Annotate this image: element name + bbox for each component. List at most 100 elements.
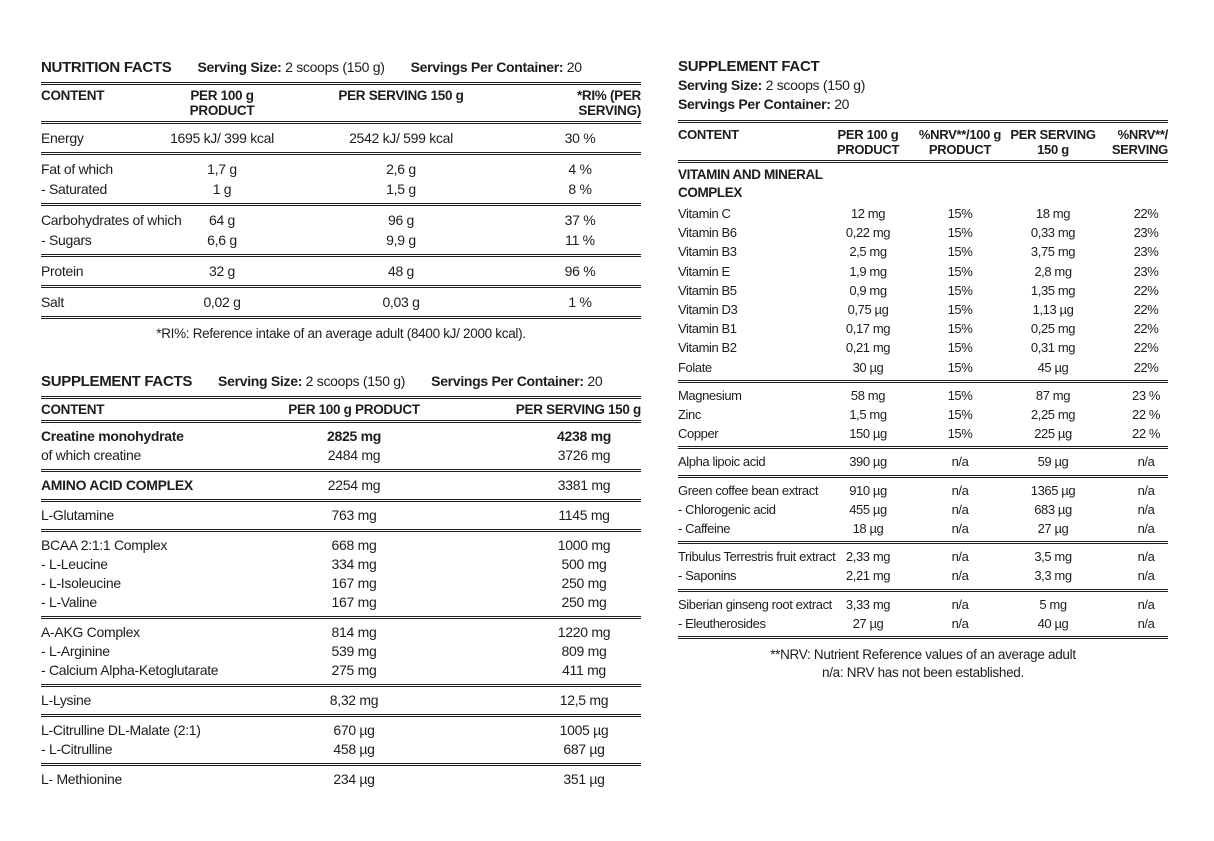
cell-per-serving: 1145 mg [558,507,610,523]
table-row: Siberian ginseng root extract 3,33 mg n/a 5… [678,595,1168,614]
row-name: Creatine monohydrate [41,428,184,444]
cell-per-serving: 225 µg [1034,426,1072,442]
cell-per-100g: 18 µg [852,521,884,537]
cell-nrv-per-serving: n/a [1137,596,1155,612]
divider [41,714,641,717]
row-name: Protein [41,263,84,279]
cell-nrv-per-serving: 22% [1133,321,1159,337]
table-row: Folate 30 µg 15% 45 µg 22% [678,358,1168,377]
column-header: PER 100 g PRODUCT [818,127,918,157]
cell-per-100g: 0,02 g [203,294,241,310]
nutrition-facts-title-row: NUTRITION FACTS Serving Size: 2 scoops (… [41,57,641,82]
nutrition-facts-body: Energy 1695 kJ/ 399 kcal 2542 kJ/ 599 kcal… [41,124,641,316]
cell-per-100g: 2484 mg [327,447,381,463]
serving-size: Serving Size: 2 scoops (150 g) [678,76,1168,95]
cell-per-100g: 455 µg [849,501,887,517]
row-group: Salt 0,02 g 0,03 g 1 % [41,288,641,316]
cell-per-100g: 1 g [212,181,232,197]
cell-nrv-per-100g: 15% [947,359,973,375]
row-name: Vitamin D3 [678,302,738,318]
row-name: - Calcium Alpha-Ketoglutarate [41,662,219,678]
cell-nrv-per-serving: 23% [1133,244,1159,260]
cell-per-100g: 539 mg [331,643,377,659]
cell-nrv-per-100g: 15% [947,225,973,241]
row-group: Green coffee bean extract 910 µg n/a 1365 µ… [678,478,1168,542]
table-row: Tribulus Terrestris fruit extract 2,33 mg… [678,547,1168,566]
cell-per-serving: 2,6 g [386,161,416,177]
row-name: - Saturated [41,181,107,197]
row-name: L-Glutamine [41,507,114,523]
row-group: Tribulus Terrestris fruit extract 2,33 mg… [678,544,1168,588]
row-name: of which creatine [41,447,141,463]
cell-nrv-per-serving: 22% [1133,302,1159,318]
table-row: Vitamin D3 0,75 µg 15% 1,13 µg 22% [678,300,1168,319]
row-group: BCAA 2:1:1 Complex 668 mg 1000 mg - L-Leuci… [41,532,641,616]
row-name: - L-Isoleucine [41,575,121,591]
column-header-line: %NRV**/100 g [918,127,1002,142]
cell-ri-percent: 1 % [568,294,592,310]
row-name: Vitamin B3 [678,244,737,260]
cell-nrv-per-serving: 23% [1133,263,1159,279]
row-group: AMINO ACID COMPLEX 2254 mg 3381 mg [41,472,641,499]
cell-nrv-per-serving: 22% [1133,359,1159,375]
divider [41,763,641,766]
row-group: L-Citrulline DL-Malate (2:1) 670 µg 1005 µ… [41,717,641,763]
cell-per-serving: 12,5 mg [559,692,609,708]
cell-per-serving: 27 µg [1037,521,1069,537]
cell-nrv-per-serving: 23 % [1131,387,1161,403]
serving-size-value: 2 scoops (150 g) [765,77,866,93]
row-name: - L-Citrulline [41,741,113,757]
divider [41,285,641,288]
cell-nrv-per-100g: n/a [951,521,969,537]
serving-size: Serving Size: 2 scoops (150 g) [218,373,405,389]
cell-nrv-per-serving: 22% [1133,282,1159,298]
row-name: Vitamin C [678,206,731,221]
cell-nrv-per-serving: 22% [1133,206,1159,221]
divider [678,120,1168,123]
cell-per-100g: 1,5 mg [849,407,887,423]
row-group: L-Lysine 8,32 mg 12,5 mg [41,687,641,714]
row-name: Fat of which [41,161,113,177]
row-name: - Eleutherosides [678,615,766,631]
cell-nrv-per-serving: 22 % [1131,426,1161,442]
cell-nrv-per-serving: 23% [1133,225,1159,241]
cell-nrv-per-serving: n/a [1137,501,1155,517]
divider [678,636,1168,640]
column-header: %NRV**/SERVING [1104,127,1168,157]
divider [41,152,641,155]
cell-per-serving: 1,5 g [386,181,416,197]
cell-per-serving: 3,75 mg [1030,244,1076,260]
column-header-line: CONTENT [678,127,739,142]
cell-per-100g: 8,32 mg [329,692,379,708]
serving-size: Serving Size: 2 scoops (150 g) [198,59,385,75]
cell-nrv-per-100g: 15% [947,321,973,337]
cell-per-100g: 3,33 mg [845,596,891,612]
table-row: - Saponins 2,21 mg n/a 3,3 mg n/a [678,566,1168,585]
serving-size-label: Serving Size: [218,373,303,389]
cell-per-100g: 910 µg [849,482,887,498]
servings-per-container-label: Servings Per Container: [410,59,564,75]
cell-nrv-per-serving: n/a [1137,482,1155,498]
table-row: Copper 150 µg 15% 225 µg 22 % [678,424,1168,443]
column-header-line: PER 100 g [837,127,899,142]
cell-per-100g: 0,22 mg [845,225,891,241]
table-row: of which creatine 2484 mg 3726 mg [41,446,641,465]
cell-per-serving: 683 µg [1034,501,1072,517]
supplement-facts-body: Creatine monohydrate 2825 mg 4238 mg of whi… [41,423,641,793]
cell-ri-percent: 30 % [564,130,596,146]
row-name: L- Methionine [41,771,122,787]
cell-per-serving: 40 µg [1037,615,1069,631]
supplement-fact-header-row: CONTENT PER 100 g PRODUCT %NRV**/100 g PRODU… [678,123,1168,160]
cell-per-100g: 64 g [208,212,236,228]
table-row: Protein 32 g 48 g 96 % [41,261,641,281]
cell-per-serving: 48 g [387,263,415,279]
row-name: Copper [678,426,719,442]
column-header: CONTENT [678,127,818,157]
column-header: %NRV**/100 g PRODUCT [918,127,1002,157]
servings-per-container-label: Servings Per Container: [431,373,584,389]
servings-per-container-label: Servings Per Container: [678,96,831,112]
row-name: Vitamin B5 [678,282,737,298]
row-name: Magnesium [678,387,742,403]
table-row: - L-Leucine 334 mg 500 mg [41,555,641,574]
